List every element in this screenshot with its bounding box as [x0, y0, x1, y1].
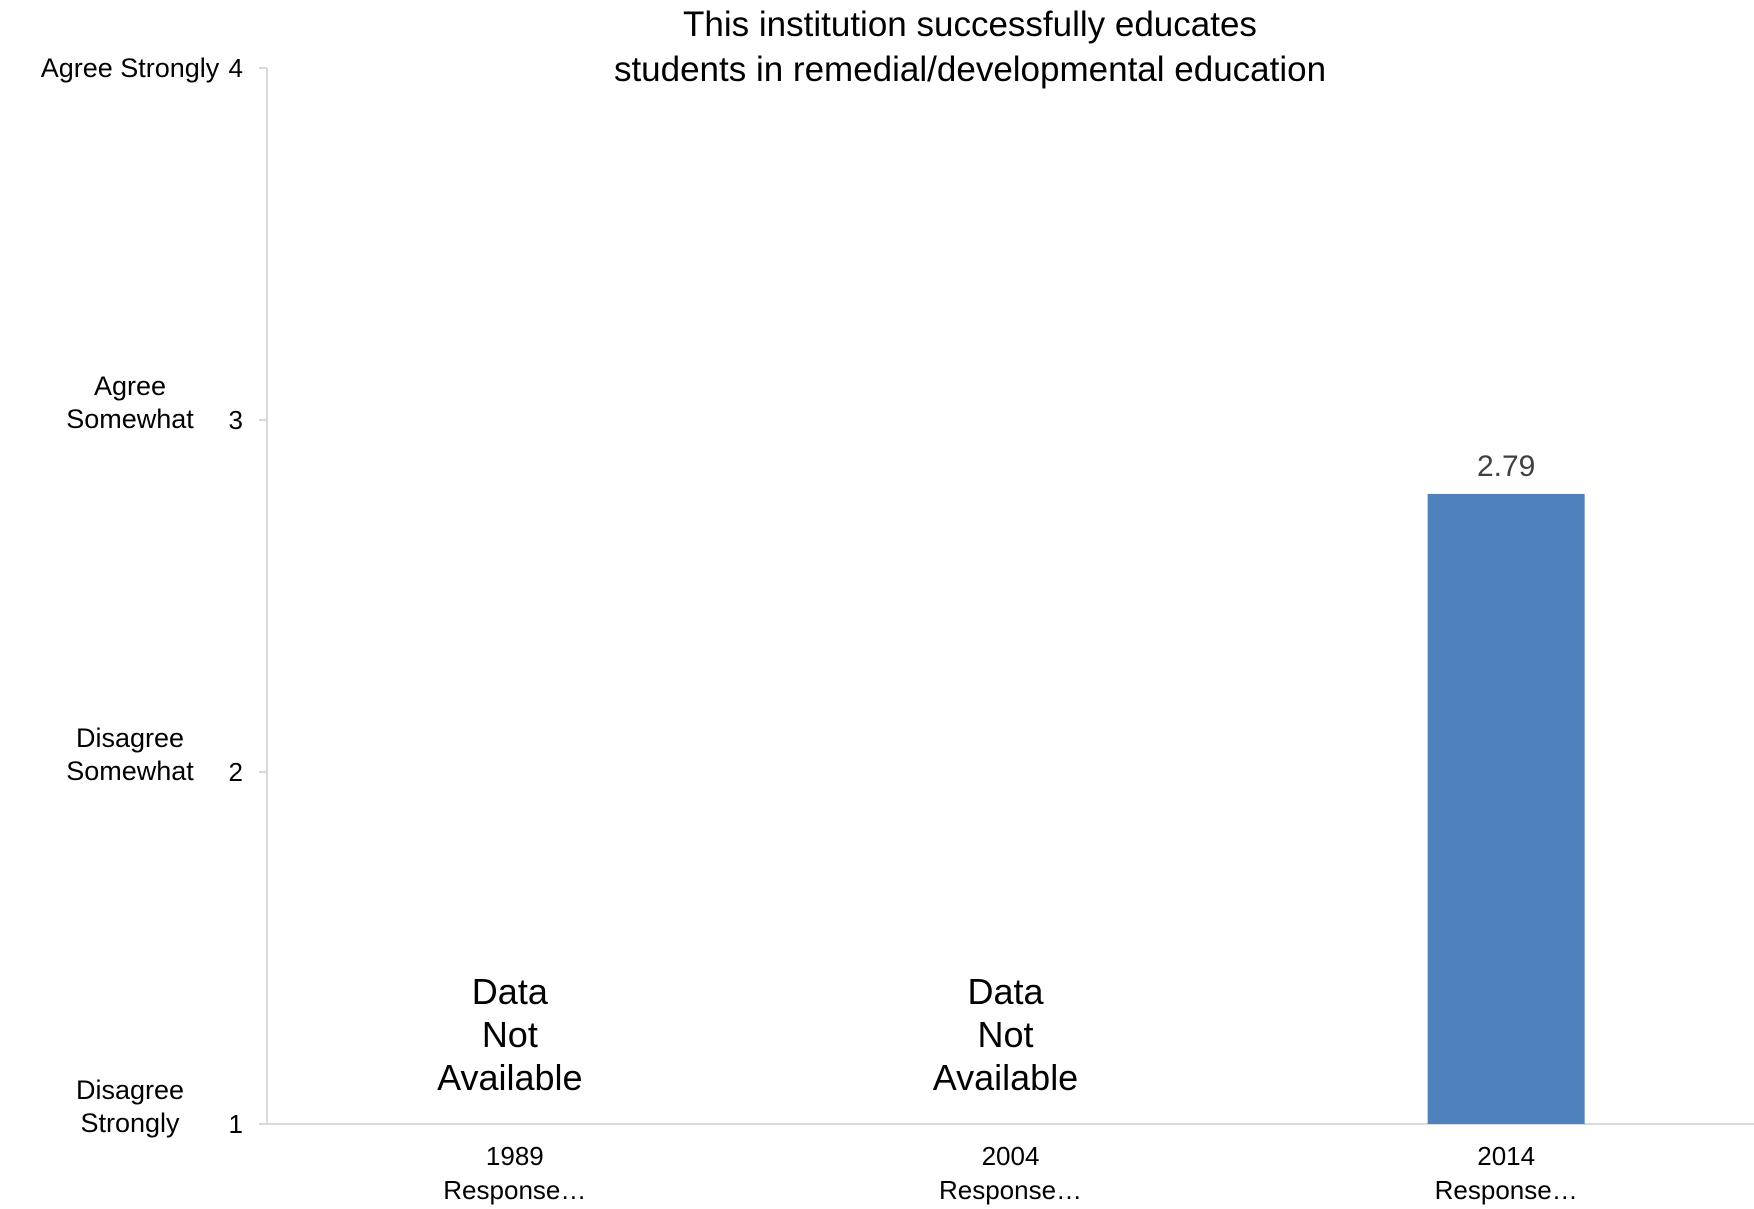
y-tick-label: 4: [229, 53, 243, 83]
x-category-label: 2004 Response…: [939, 1141, 1082, 1205]
x-axis-categories: 1989 Response… 2004 Response… 2014 Response…: [443, 1141, 1577, 1205]
y-tick-label: 3: [229, 405, 243, 435]
data-label: 2.79: [1477, 450, 1535, 483]
x-category-label: 2014 Response…: [1435, 1141, 1578, 1205]
data-not-available-note: Data Not Available: [437, 971, 582, 1098]
y-scale-name: Agree Strongly: [41, 53, 220, 83]
y-scale-name: Disagree Strongly: [76, 1075, 184, 1138]
data-not-available-note: Data Not Available: [933, 971, 1078, 1098]
y-scale-name: Agree Somewhat: [66, 371, 194, 434]
y-tick-label: 2: [229, 757, 243, 787]
bars: Data Not Available Data Not Available 2.79: [437, 450, 1585, 1124]
y-scale-name: Disagree Somewhat: [66, 723, 194, 786]
bar: [1427, 493, 1585, 1124]
chart-title-text: This institution successfully educates st…: [614, 5, 1326, 89]
y-tick-label: 1: [229, 1109, 243, 1139]
y-axis-ticks: 4 Agree Strongly 3 Agree Somewhat 2 Disagree So…: [41, 53, 267, 1139]
chart-title: This institution successfully educates st…: [614, 5, 1326, 89]
x-category-label: 1989 Response…: [443, 1141, 586, 1205]
